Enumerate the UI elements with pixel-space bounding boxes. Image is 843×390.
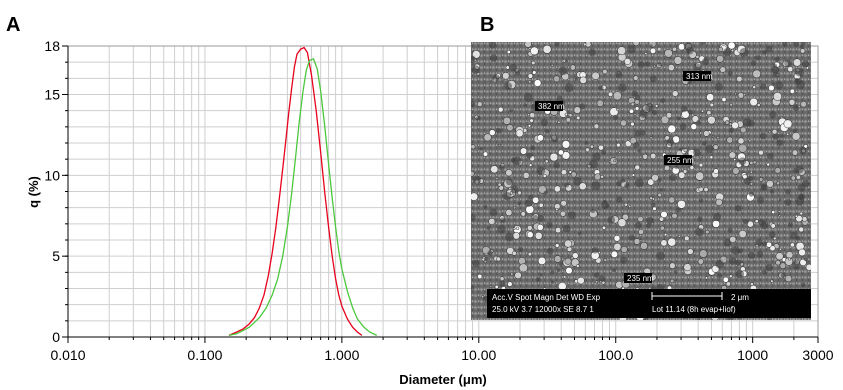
- y-axis-title: q (%): [26, 176, 41, 208]
- sem-info-row2: 25.0 kV 3.7 12000x SE 8.7 1: [492, 305, 594, 314]
- x-tick-label: 0.010: [50, 347, 85, 363]
- sem-info-row1: Acc.V Spot Magn Det WD Exp: [492, 293, 601, 302]
- sem-annotation: 235 nm: [624, 273, 654, 283]
- series-line-1: [228, 46, 363, 336]
- svg-text:235 nm: 235 nm: [627, 274, 654, 283]
- sem-annotation: 255 nm: [664, 155, 694, 165]
- y-tick-label: 10: [44, 167, 60, 183]
- sem-info-sample: Lot 11.14 (8h evap+liof): [652, 305, 736, 314]
- y-tick-label: 15: [44, 87, 60, 103]
- y-tick-label: 18: [44, 38, 60, 54]
- x-tick-label: 100.0: [598, 347, 633, 363]
- y-tick-label: 0: [52, 329, 60, 345]
- series-line-2: [228, 58, 378, 337]
- x-axis-title: Diameter (μm): [399, 372, 486, 387]
- data-series: [228, 46, 378, 337]
- svg-text:255 nm: 255 nm: [667, 156, 694, 165]
- panel-letter-b: B: [480, 14, 494, 36]
- svg-text:313 nm: 313 nm: [686, 72, 713, 81]
- panel-letter-a: A: [6, 14, 20, 36]
- svg-text:382 nm: 382 nm: [538, 102, 565, 111]
- x-tick-label: 1.000: [324, 347, 359, 363]
- x-tick-label: 1000: [737, 347, 768, 363]
- sem-annotation: 313 nm: [683, 71, 713, 81]
- x-tick-label: 0.100: [187, 347, 222, 363]
- axes: 0.010 0.100 1.000 10.00 100.0 1000 3000 0 5 10 15 1…: [44, 38, 833, 363]
- sem-micrograph: 313 nm 382 nm 255 nm 235 nm Acc.V Spot M…: [471, 42, 811, 320]
- y-tick-label: 5: [52, 248, 60, 264]
- x-tick-label: 3000: [802, 347, 833, 363]
- sem-annotation: 382 nm: [535, 101, 565, 111]
- sem-scale-label: 2 μm: [731, 293, 749, 302]
- axis-ticks: 0.010 0.100 1.000 10.00 100.0 1000 3000 0 5 10 15 1…: [44, 38, 833, 363]
- x-tick-label: 10.00: [461, 347, 496, 363]
- sem-info-bar: Acc.V Spot Magn Det WD Exp 25.0 kV 3.7 1…: [487, 289, 811, 318]
